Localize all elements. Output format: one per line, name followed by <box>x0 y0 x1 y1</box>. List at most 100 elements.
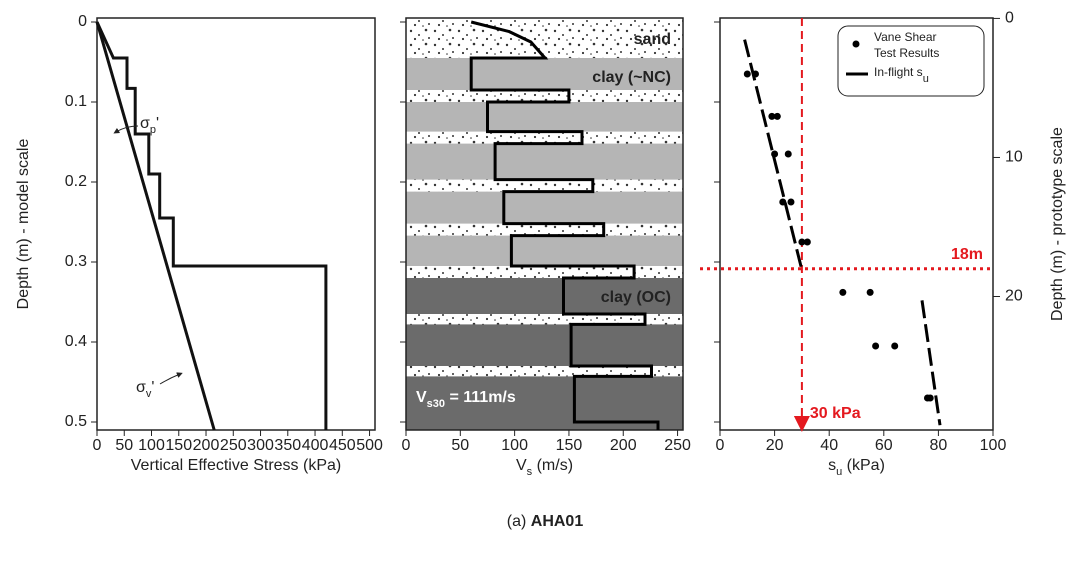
x-axis-label: Vs (m/s) <box>516 457 573 478</box>
y-tick-label: 0.3 <box>65 253 87 270</box>
x-tick-label: 350 <box>274 437 301 454</box>
vane-shear-point <box>768 112 776 120</box>
vane-shear-point <box>926 394 934 402</box>
sand-layer <box>406 90 683 102</box>
threshold-su-label: 30 kPa <box>810 405 861 422</box>
profile-line <box>95 21 328 430</box>
vane-shear-point <box>773 112 781 120</box>
legend-label: In-flight su <box>874 65 929 85</box>
vane-shear-point <box>872 342 880 350</box>
profile-line <box>469 20 660 430</box>
panel-frame <box>96 17 376 431</box>
series-annotation-part: p <box>150 124 156 136</box>
x-tick-label: 450 <box>329 437 356 454</box>
vane-shear-point <box>839 288 847 296</box>
sand-layer <box>406 366 683 377</box>
panel-frame <box>719 17 994 431</box>
x-tick-label: 0 <box>402 437 411 454</box>
caption-name: AHA01 <box>531 513 584 530</box>
legend-label-part: In-flight s <box>874 65 923 79</box>
x-axis-label-part: Vertical Effective Stress (kPa) <box>131 457 341 474</box>
x-tick-label: 150 <box>556 437 583 454</box>
annotation-arrow <box>113 125 139 134</box>
x-tick-label: 20 <box>766 437 784 454</box>
y-tick-label: 0.4 <box>65 333 87 350</box>
x-tick-label: 500 <box>356 437 383 454</box>
sand-layer <box>406 266 683 278</box>
x-tick-label: 200 <box>610 437 637 454</box>
series-annotation-part: ' <box>156 115 159 132</box>
x-tick-label: 0 <box>716 437 725 454</box>
vane-shear-point <box>787 198 795 206</box>
x-tick-label: 100 <box>980 437 1007 454</box>
panel-frame <box>405 17 684 431</box>
y-tick-label: 0.5 <box>65 413 87 430</box>
x-axis-label-part: s <box>527 466 533 478</box>
x-tick-label: 60 <box>875 437 893 454</box>
y-tick-label: 0.1 <box>65 93 87 110</box>
x-axis-label: su (kPa) <box>828 457 885 478</box>
vs30-label: Vs30 = 111m/s <box>416 389 516 410</box>
y2-tick-label: 0 <box>1005 10 1014 27</box>
vs30-label-part: = 111m/s <box>445 389 516 406</box>
threshold-depth-label: 18m <box>951 246 983 263</box>
x-tick-label: 0 <box>93 437 102 454</box>
x-tick-label: 100 <box>501 437 528 454</box>
x-axis-label: Vertical Effective Stress (kPa) <box>131 457 341 474</box>
legend-label-part: u <box>923 73 929 85</box>
x-tick-label: 80 <box>930 437 948 454</box>
x-tick-label: 250 <box>664 437 691 454</box>
sand-layer <box>406 314 683 325</box>
vane-shear-point <box>798 238 806 246</box>
series-annotation-part: ' <box>151 379 154 396</box>
vane-shear-point <box>866 288 874 296</box>
legend-dot <box>852 40 860 48</box>
y2-tick-label: 10 <box>1005 149 1023 166</box>
sand-layer <box>406 223 683 236</box>
x-axis-label-part: s <box>828 457 836 474</box>
vs30-label-part: V <box>416 389 427 406</box>
x-tick-label: 50 <box>115 437 133 454</box>
series-annotation-part: σ <box>140 115 150 132</box>
x-tick-label: 40 <box>820 437 838 454</box>
x-tick-label: 100 <box>138 437 165 454</box>
vs30-label-part: s30 <box>427 398 445 410</box>
profile-line <box>95 21 216 431</box>
vane-shear-point <box>803 238 811 246</box>
x-axis-label-part: (kPa) <box>842 457 885 474</box>
sand-layer <box>406 131 683 144</box>
x-tick-label: 300 <box>247 437 274 454</box>
sand-layer <box>406 18 683 58</box>
vane-shear-point <box>743 70 751 78</box>
vane-shear-point <box>891 342 899 350</box>
x-axis-label-part: u <box>836 466 842 478</box>
series-annotation: σv' <box>136 379 154 400</box>
legend-label: Vane Shear <box>874 30 937 44</box>
vane-shear-point <box>784 150 792 158</box>
y2-axis-label: Depth (m) - prototype scale <box>1049 127 1066 321</box>
x-tick-label: 50 <box>451 437 469 454</box>
x-tick-label: 150 <box>165 437 192 454</box>
annotation-arrow <box>159 372 183 385</box>
x-axis-label-part: (m/s) <box>532 457 573 474</box>
x-axis-label-part: V <box>516 457 527 474</box>
y-tick-label: 0.2 <box>65 173 87 190</box>
su-line <box>743 39 942 426</box>
x-tick-label: 400 <box>302 437 329 454</box>
vane-shear-point <box>771 150 779 158</box>
series-annotation-part: v <box>146 388 152 400</box>
y-tick-label: 0 <box>78 13 87 30</box>
layer-label: clay (~NC) <box>592 69 671 86</box>
layer-label: sand <box>634 31 671 48</box>
series-annotation-part: σ <box>136 379 146 396</box>
series-annotation: σp' <box>140 115 159 136</box>
y-axis-label: Depth (m) - model scale <box>15 139 32 310</box>
clay-oc-layer <box>406 266 683 430</box>
caption: (a) AHA01 <box>507 513 584 530</box>
legend-label: Test Results <box>874 46 939 60</box>
legend-box <box>837 25 985 97</box>
x-tick-label: 200 <box>193 437 220 454</box>
layer-label: clay (OC) <box>601 289 671 306</box>
y2-tick-label: 20 <box>1005 288 1023 305</box>
